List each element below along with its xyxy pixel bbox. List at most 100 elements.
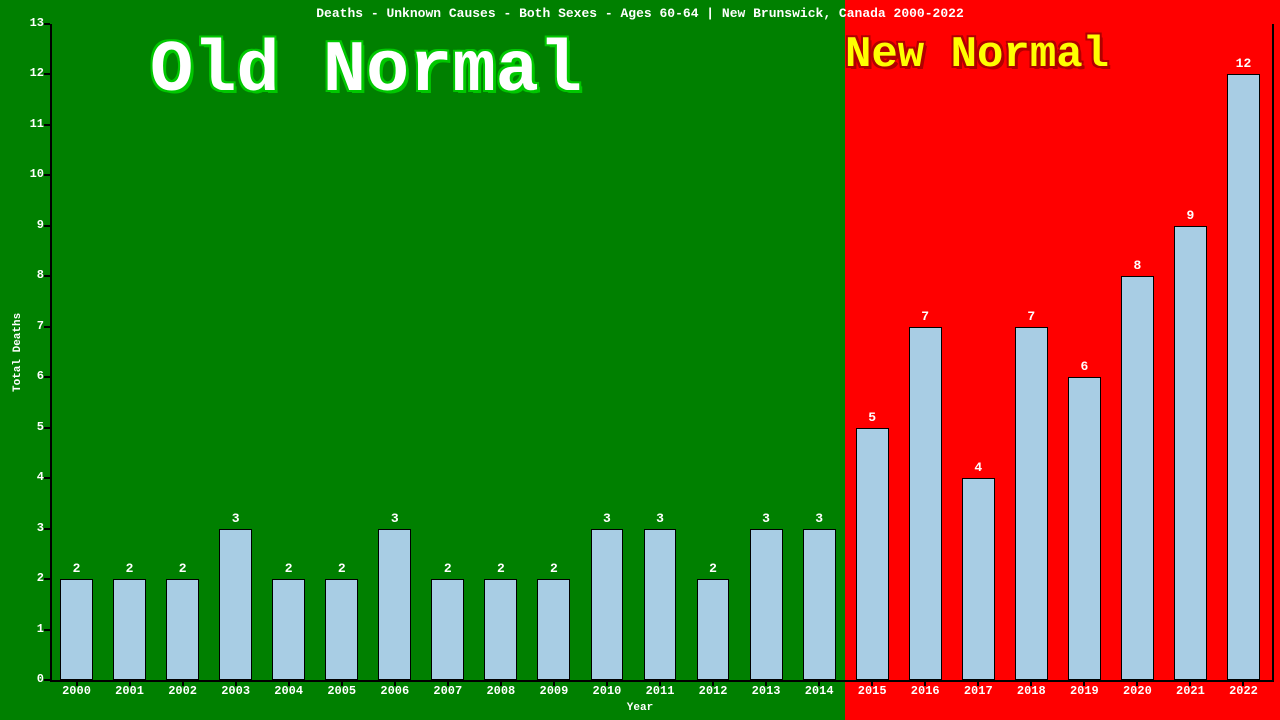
x-tick-mark — [1136, 680, 1138, 686]
bar-value-label: 2 — [126, 561, 134, 576]
y-tick-mark — [44, 73, 50, 75]
bar — [644, 529, 677, 680]
bar-value-label: 8 — [1133, 258, 1141, 273]
x-tick-mark — [76, 680, 78, 686]
bar-value-label: 6 — [1080, 359, 1088, 374]
x-tick-mark — [1030, 680, 1032, 686]
bar-value-label: 3 — [815, 511, 823, 526]
bar-value-label: 2 — [73, 561, 81, 576]
y-tick-label: 13 — [14, 16, 44, 30]
bar — [219, 529, 252, 680]
bar-value-label: 12 — [1236, 56, 1252, 71]
bar-value-label: 3 — [232, 511, 240, 526]
x-tick-mark — [394, 680, 396, 686]
x-tick-mark — [1189, 680, 1191, 686]
bar — [750, 529, 783, 680]
x-tick-label: 2018 — [1017, 684, 1046, 698]
y-tick-mark — [44, 326, 50, 328]
y-tick-mark — [44, 275, 50, 277]
x-tick-label: 2014 — [805, 684, 834, 698]
bar — [484, 579, 517, 680]
bar — [1015, 327, 1048, 680]
x-tick-label: 2013 — [752, 684, 781, 698]
y-tick-mark — [44, 23, 50, 25]
bar — [697, 579, 730, 680]
x-tick-label: 2001 — [115, 684, 144, 698]
x-tick-mark — [606, 680, 608, 686]
bar-value-label: 5 — [868, 410, 876, 425]
x-tick-mark — [235, 680, 237, 686]
bar-value-label: 2 — [285, 561, 293, 576]
x-tick-label: 2022 — [1229, 684, 1258, 698]
x-tick-mark — [871, 680, 873, 686]
x-tick-label: 2005 — [327, 684, 356, 698]
bar-value-label: 2 — [550, 561, 558, 576]
y-tick-mark — [44, 427, 50, 429]
y-tick-label: 12 — [14, 66, 44, 80]
bar — [962, 478, 995, 680]
bar — [909, 327, 942, 680]
x-tick-label: 2017 — [964, 684, 993, 698]
x-tick-mark — [1242, 680, 1244, 686]
y-tick-label: 9 — [14, 218, 44, 232]
y-tick-label: 3 — [14, 521, 44, 535]
bar — [272, 579, 305, 680]
x-tick-label: 2000 — [62, 684, 91, 698]
x-tick-label: 2015 — [858, 684, 887, 698]
bar — [113, 579, 146, 680]
x-tick-mark — [659, 680, 661, 686]
bar — [591, 529, 624, 680]
x-tick-mark — [182, 680, 184, 686]
x-tick-mark — [712, 680, 714, 686]
bar — [1121, 276, 1154, 680]
y-tick-label: 11 — [14, 117, 44, 131]
y-tick-mark — [44, 679, 50, 681]
y-tick-mark — [44, 528, 50, 530]
bar — [803, 529, 836, 680]
x-tick-mark — [288, 680, 290, 686]
x-tick-label: 2006 — [380, 684, 409, 698]
x-tick-mark — [447, 680, 449, 686]
x-tick-label: 2016 — [911, 684, 940, 698]
x-tick-mark — [129, 680, 131, 686]
x-tick-label: 2008 — [486, 684, 515, 698]
bar-value-label: 7 — [1027, 309, 1035, 324]
bar — [166, 579, 199, 680]
x-tick-label: 2003 — [221, 684, 250, 698]
x-axis-label: Year — [0, 702, 1280, 714]
bar-value-label: 3 — [603, 511, 611, 526]
y-tick-mark — [44, 376, 50, 378]
x-tick-mark — [977, 680, 979, 686]
bar-value-label: 2 — [497, 561, 505, 576]
y-tick-label: 1 — [14, 622, 44, 636]
y-tick-label: 5 — [14, 420, 44, 434]
y-axis-label: Total Deaths — [12, 313, 24, 392]
bar — [537, 579, 570, 680]
bar-value-label: 4 — [974, 460, 982, 475]
x-tick-mark — [765, 680, 767, 686]
y-tick-mark — [44, 225, 50, 227]
y-tick-label: 10 — [14, 167, 44, 181]
overlay-text: Old Normal — [150, 30, 582, 112]
x-tick-mark — [341, 680, 343, 686]
x-tick-mark — [553, 680, 555, 686]
chart-title: Deaths - Unknown Causes - Both Sexes - A… — [0, 6, 1280, 21]
x-tick-label: 2004 — [274, 684, 303, 698]
y-tick-mark — [44, 477, 50, 479]
bar — [60, 579, 93, 680]
chart-container: Deaths - Unknown Causes - Both Sexes - A… — [0, 0, 1280, 720]
bar — [431, 579, 464, 680]
bar-value-label: 3 — [391, 511, 399, 526]
bar-value-label: 2 — [179, 561, 187, 576]
bar — [1227, 74, 1260, 680]
bar-value-label: 2 — [709, 561, 717, 576]
bar-value-label: 2 — [338, 561, 346, 576]
x-tick-mark — [1083, 680, 1085, 686]
x-tick-label: 2010 — [593, 684, 622, 698]
y-tick-mark — [44, 174, 50, 176]
bar — [1174, 226, 1207, 680]
bar-value-label: 2 — [444, 561, 452, 576]
x-tick-label: 2020 — [1123, 684, 1152, 698]
x-tick-label: 2009 — [540, 684, 569, 698]
bar — [856, 428, 889, 680]
